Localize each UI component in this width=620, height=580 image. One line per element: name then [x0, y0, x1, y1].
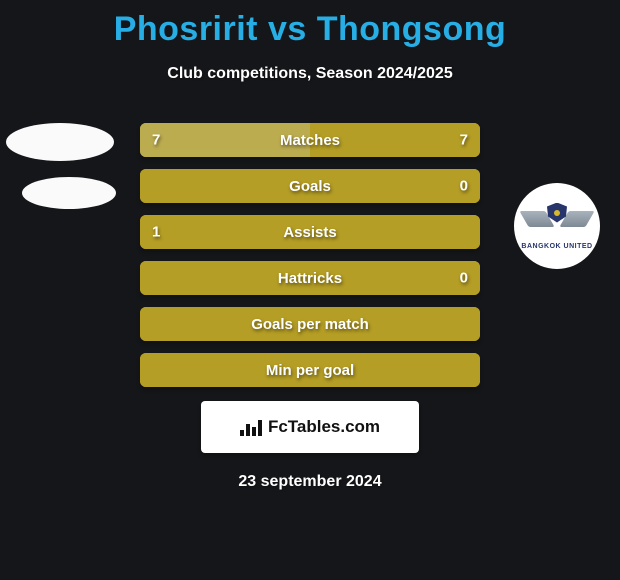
team-logo-right: BANGKOK UNITED — [514, 183, 600, 269]
stat-value-left: 7 — [152, 132, 160, 149]
stat-label: Goals — [289, 178, 331, 195]
stat-value-right: 7 — [460, 132, 468, 149]
stat-label: Goals per match — [251, 316, 369, 333]
footer-date: 23 september 2024 — [0, 473, 620, 491]
stat-bar: 0 Goals — [140, 169, 480, 203]
page-subtitle: Club competitions, Season 2024/2025 — [167, 65, 452, 83]
stat-value-left: 1 — [152, 224, 160, 241]
stat-value-right: 0 — [460, 270, 468, 287]
brand-badge: FcTables.com — [201, 401, 419, 453]
stats-area: BANGKOK UNITED 7 7 Matches 0 Goals 1 Assists 0 H… — [0, 123, 620, 491]
stat-bar: Goals per match — [140, 307, 480, 341]
stat-bar: 7 7 Matches — [140, 123, 480, 157]
comparison-card: Phosririt vs Thongsong Club competitions… — [0, 0, 620, 580]
stat-label: Hattricks — [278, 270, 342, 287]
stat-value-right: 0 — [460, 178, 468, 195]
player-avatar-left-1 — [6, 123, 114, 161]
page-title: Phosririt vs Thongsong — [114, 10, 507, 49]
stat-label: Min per goal — [266, 362, 354, 379]
stat-label: Matches — [280, 132, 340, 149]
bar-chart-icon — [240, 418, 262, 436]
team-logo-label: BANGKOK UNITED — [521, 243, 592, 250]
stat-bars: 7 7 Matches 0 Goals 1 Assists 0 Hattricks Goals p… — [140, 123, 480, 387]
brand-label: FcTables.com — [268, 417, 380, 437]
stat-bar: Min per goal — [140, 353, 480, 387]
stat-label: Assists — [283, 224, 336, 241]
stat-bar: 0 Hattricks — [140, 261, 480, 295]
stat-bar: 1 Assists — [140, 215, 480, 249]
player-avatar-left-2 — [22, 177, 116, 209]
